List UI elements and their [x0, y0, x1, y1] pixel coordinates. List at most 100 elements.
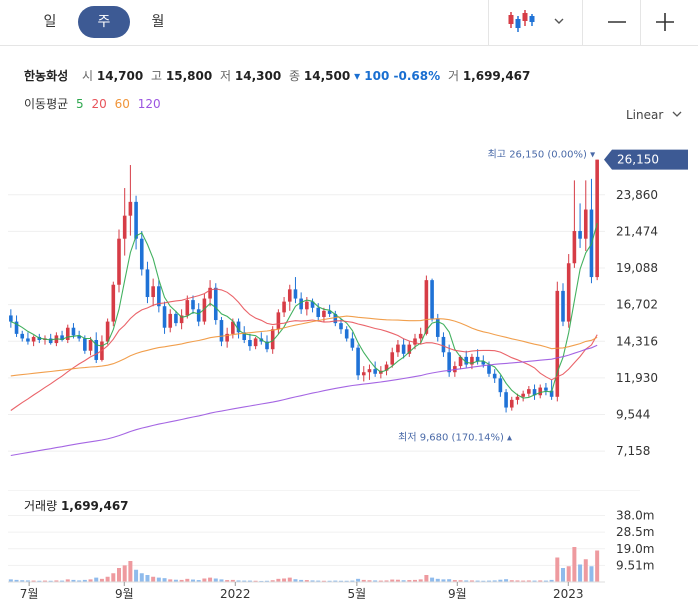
- volume-bar: [549, 579, 554, 582]
- price-tick-label: 21,474: [616, 224, 658, 238]
- volume-bar: [538, 580, 543, 582]
- x-tick-label: 2023: [553, 587, 584, 601]
- volume-legend: 거래량 1,699,467: [24, 497, 129, 514]
- volume-bar: [77, 580, 82, 582]
- toolbar-divider: [582, 0, 583, 46]
- candle-body: [213, 287, 218, 321]
- zoom-in-button[interactable]: [645, 4, 685, 40]
- chart-type-selector[interactable]: [500, 4, 578, 40]
- candle-body: [253, 338, 258, 347]
- candle-body: [83, 338, 87, 351]
- volume-bar: [128, 561, 133, 582]
- volume-bar: [321, 580, 326, 582]
- period-day-button[interactable]: 일: [43, 14, 57, 30]
- volume-bar: [156, 577, 161, 582]
- candle-body: [94, 340, 99, 360]
- candle-body: [549, 390, 554, 397]
- price-tick-label: 7,158: [616, 444, 650, 458]
- volume-bar: [151, 576, 156, 582]
- volume-bar: [43, 580, 47, 582]
- volume-bar: [487, 580, 491, 582]
- candle-body: [122, 215, 127, 239]
- scale-mode-button[interactable]: Linear: [626, 108, 683, 122]
- volume-bar: [373, 580, 378, 582]
- candle-body: [492, 373, 497, 379]
- volume-bar: [168, 579, 173, 582]
- candle-body: [236, 321, 241, 333]
- volume-bar: [413, 579, 417, 582]
- moving-average-legend[interactable]: 이동평균 5 20 60 120: [24, 95, 165, 112]
- volume-bar: [566, 566, 571, 582]
- x-tick-label: 2022: [220, 587, 251, 601]
- volume-bar: [88, 579, 93, 582]
- volume-bar: [339, 580, 343, 582]
- volume-label: 거: [447, 69, 459, 83]
- candle-body: [390, 352, 395, 365]
- chevron-down-icon: [672, 111, 682, 117]
- volume-bar: [134, 569, 139, 582]
- volume-bar: [99, 578, 104, 582]
- candle-body: [248, 340, 252, 347]
- volume-bar: [25, 580, 30, 582]
- volume-tick-label: 28.5m: [616, 525, 654, 539]
- candle-body: [71, 327, 76, 336]
- volume-bar: [122, 565, 127, 582]
- volume-bar: [555, 557, 560, 582]
- volume-bar: [561, 568, 565, 582]
- period-month-button[interactable]: 월: [151, 14, 165, 30]
- ma-period-5: 5: [76, 97, 84, 111]
- candle-body: [583, 209, 588, 239]
- volume-bar: [14, 579, 19, 582]
- volume-bar: [54, 580, 59, 582]
- low-annotation: 최저 9,680 (170.14%) ▴: [398, 431, 512, 443]
- candle-body: [327, 310, 332, 314]
- high-label: 고: [151, 69, 163, 83]
- candle-body: [470, 356, 474, 365]
- plus-icon: [656, 13, 674, 31]
- volume-bar: [521, 580, 526, 582]
- volume-bar: [225, 580, 230, 582]
- candle-body: [162, 306, 167, 328]
- price-tick-label: 19,088: [616, 261, 658, 275]
- volume-bar: [424, 575, 429, 582]
- volume-bar: [145, 575, 150, 582]
- volume-bar: [299, 579, 304, 582]
- candle-body: [515, 396, 520, 400]
- zoom-out-button[interactable]: [597, 4, 637, 40]
- candle-body: [202, 298, 207, 322]
- low-label: 저: [220, 69, 232, 83]
- period-week-button[interactable]: 주: [78, 6, 130, 38]
- volume-bar: [242, 580, 247, 582]
- candle-body: [293, 289, 298, 299]
- volume-value: 1,699,467: [462, 69, 531, 83]
- volume-bar: [20, 580, 25, 582]
- volume-bar: [418, 579, 423, 582]
- volume-bar: [435, 578, 440, 582]
- price-chart[interactable]: 23,860 21,474 19,088 16,702 14,316 11,930 9,54…: [0, 130, 698, 480]
- candle-body: [401, 344, 406, 354]
- candle-body: [77, 335, 81, 339]
- volume-bar: [196, 580, 201, 582]
- volume-chart[interactable]: 38.0m 28.5m 19.0m 9.51m 7월 9월 2022 5월 9월 2023: [0, 490, 698, 610]
- ma-line-5: [10, 223, 598, 399]
- candle-body: [305, 301, 309, 310]
- volume-bar: [111, 573, 116, 582]
- volume-bar: [8, 579, 13, 582]
- candle-body: [333, 313, 338, 324]
- volume-bar: [333, 580, 338, 582]
- price-change: ▾ 100 -0.68%: [354, 69, 441, 83]
- volume-bar: [219, 579, 224, 582]
- candle-body: [276, 312, 281, 330]
- candle-body: [134, 201, 138, 239]
- price-tick-label: 11,930: [616, 371, 658, 385]
- volume-bar: [509, 580, 514, 582]
- volume-bar: [589, 566, 594, 582]
- close-value: 14,500: [303, 69, 351, 83]
- volume-bar: [458, 580, 463, 582]
- volume-bar: [327, 580, 332, 582]
- candle-body: [48, 338, 53, 344]
- volume-bar: [282, 578, 287, 582]
- volume-bar: [504, 579, 509, 582]
- volume-tick-label: 19.0m: [616, 542, 654, 556]
